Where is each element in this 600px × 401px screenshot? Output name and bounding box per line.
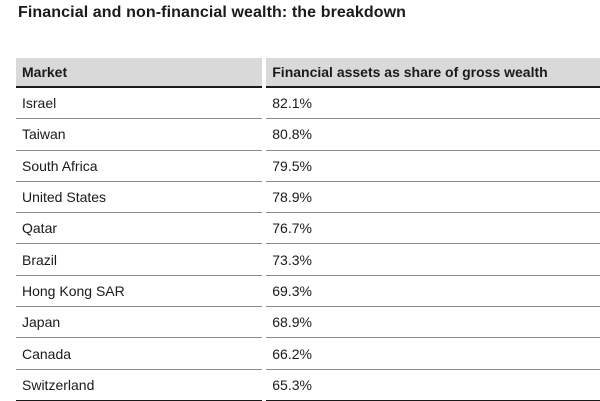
financial-share-cell: 79.5% [266, 151, 600, 182]
table-row: Hong Kong SAR 69.3% [16, 275, 600, 308]
table-row: South Africa 79.5% [16, 150, 600, 182]
financial-share-cell: 76.7% [266, 213, 600, 245]
market-cell: Switzerland [16, 370, 263, 401]
market-cell: South Africa [16, 151, 263, 182]
market-cell: Hong Kong SAR [16, 276, 263, 308]
financial-share-cell: 73.3% [266, 244, 600, 276]
market-cell: Canada [16, 338, 263, 370]
column-gap [262, 307, 267, 339]
table-body: Israel 82.1% Taiwan 80.8% South Africa 79.5% U… [16, 88, 600, 401]
table-row: Japan 68.9% [16, 307, 600, 339]
market-cell: Qatar [16, 213, 263, 245]
market-cell: Brazil [16, 244, 263, 276]
column-gap [262, 213, 267, 245]
column-header-financial-share: Financial assets as share of gross wealt… [266, 58, 600, 88]
page-title: Financial and non-financial wealth: the … [18, 4, 407, 21]
table-row: Israel 82.1% [16, 88, 600, 120]
table-row: Qatar 76.7% [16, 213, 600, 245]
column-header-market: Market [16, 58, 263, 88]
financial-share-cell: 82.1% [266, 88, 600, 120]
column-gap [262, 181, 267, 214]
financial-share-cell: 78.9% [266, 182, 600, 214]
market-cell: Taiwan [16, 119, 263, 151]
market-cell: Japan [16, 307, 263, 339]
financial-share-cell: 66.2% [266, 338, 600, 370]
table-row: Taiwan 80.8% [16, 119, 600, 151]
financial-share-cell: 69.3% [266, 276, 600, 308]
column-gap [262, 150, 267, 182]
financial-share-cell: 68.9% [266, 307, 600, 339]
column-gap [262, 88, 267, 120]
market-cell: Israel [16, 88, 263, 120]
market-cell: United States [16, 182, 263, 214]
table-row: Brazil 73.3% [16, 244, 600, 276]
column-gap [262, 119, 267, 151]
column-gap [262, 244, 267, 276]
column-gap [262, 58, 267, 88]
table-row: Switzerland 65.3% [16, 369, 600, 401]
header-row: Market Financial assets as share of gros… [16, 58, 600, 88]
financial-share-cell: 80.8% [266, 119, 600, 151]
table-row: United States 78.9% [16, 181, 600, 214]
table-header: Market Financial assets as share of gros… [16, 58, 600, 88]
wealth-table: Market Financial assets as share of gros… [16, 58, 600, 401]
column-gap [262, 369, 267, 401]
column-gap [262, 338, 267, 370]
financial-share-cell: 65.3% [266, 370, 600, 401]
column-gap [262, 275, 267, 308]
table-row: Canada 66.2% [16, 338, 600, 370]
